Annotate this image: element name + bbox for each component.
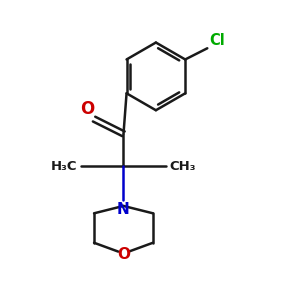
Text: O: O (80, 100, 95, 118)
Text: CH₃: CH₃ (170, 160, 196, 173)
Text: H₃C: H₃C (51, 160, 77, 173)
Text: Cl: Cl (209, 33, 224, 48)
Text: N: N (117, 202, 130, 217)
Text: O: O (117, 247, 130, 262)
